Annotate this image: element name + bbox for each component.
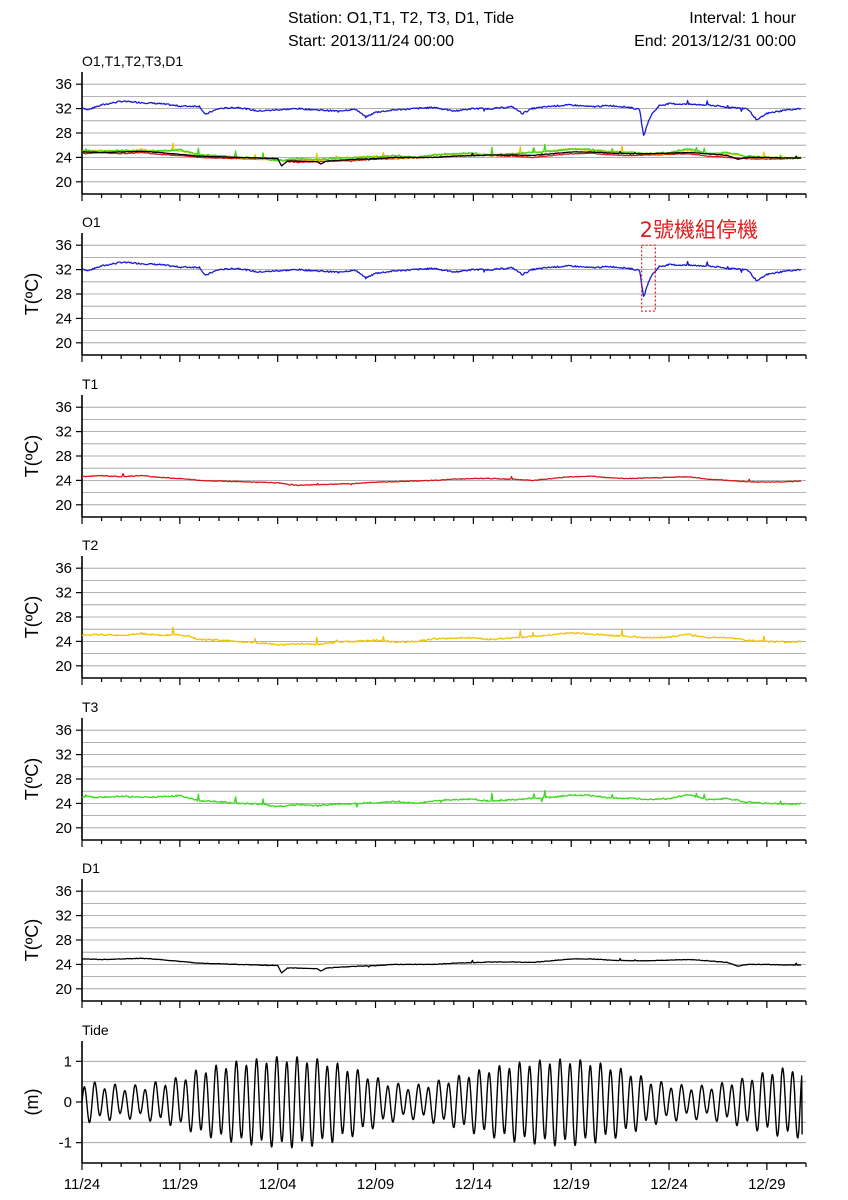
y-tick-label: 36 — [55, 399, 72, 416]
series-line-o1 — [81, 99, 802, 136]
series-line-o1 — [81, 260, 802, 297]
x-tick-label: 11/24 — [64, 1176, 100, 1193]
y-tick-label: 24 — [55, 956, 72, 973]
y-tick-label: 20 — [55, 174, 72, 191]
y-tick-label: 20 — [55, 820, 72, 837]
x-tick-label: 12/04 — [259, 1176, 297, 1193]
y-tick-label: 0 — [64, 1094, 72, 1111]
y-tick-label: 36 — [55, 237, 72, 254]
y-tick-label: 36 — [55, 76, 72, 93]
x-tick-label: 11/29 — [162, 1176, 198, 1193]
header-end: End: 2013/12/31 00:00 — [634, 33, 796, 50]
y-tick-label: 32 — [55, 908, 72, 925]
x-tick-label: 12/14 — [455, 1176, 493, 1193]
series-line-t1 — [81, 472, 802, 487]
panel-title: T1 — [82, 376, 99, 392]
x-tick-label: 12/19 — [552, 1176, 590, 1193]
series-line-t3 — [81, 789, 802, 808]
y-tick-label: 36 — [55, 883, 72, 900]
y-tick-label: 24 — [55, 633, 72, 650]
header-interval: Interval: 1 hour — [689, 10, 796, 27]
y-tick-label: 28 — [55, 771, 72, 788]
x-tick-label: 12/24 — [650, 1176, 688, 1193]
y-tick-label: -1 — [59, 1135, 72, 1152]
y-tick-label: 36 — [55, 560, 72, 577]
y-tick-label: 20 — [55, 981, 72, 998]
y-tick-label: 32 — [55, 101, 72, 118]
series-line-t2 — [81, 626, 802, 647]
panel-title: T2 — [82, 537, 99, 553]
panel-title: D1 — [82, 860, 100, 876]
y-tick-label: 24 — [55, 310, 72, 327]
y-tick-label: 28 — [55, 286, 72, 303]
y-axis-label: T(ºC) — [22, 758, 42, 801]
shutdown-highlight-box — [641, 244, 656, 312]
y-tick-label: 20 — [55, 335, 72, 352]
y-tick-label: 24 — [55, 472, 72, 489]
shutdown-annotation: 2號機組停機 — [640, 218, 758, 242]
y-axis-label: T(ºC) — [22, 273, 42, 316]
panel-title: O1,T1,T2,T3,D1 — [82, 53, 183, 69]
y-axis-label: T(ºC) — [22, 435, 42, 478]
x-tick-label: 12/09 — [357, 1176, 395, 1193]
y-tick-label: 32 — [55, 747, 72, 764]
series-line-tide — [81, 1056, 803, 1149]
panel-title: O1 — [82, 214, 101, 230]
y-axis-label: (m) — [22, 1089, 42, 1116]
series-line-d1 — [81, 957, 802, 974]
y-tick-label: 1 — [64, 1053, 72, 1070]
x-tick-label: 12/29 — [748, 1176, 786, 1193]
series-line-d1 — [81, 150, 802, 167]
y-axis-label: T(ºC) — [22, 596, 42, 639]
y-tick-label: 36 — [55, 722, 72, 739]
y-axis-label: T(ºC) — [22, 919, 42, 962]
y-tick-label: 28 — [55, 932, 72, 949]
panel-title: T3 — [82, 699, 99, 715]
y-tick-label: 32 — [55, 424, 72, 441]
header-station: Station: O1,T1, T2, T3, D1, Tide — [288, 10, 515, 27]
series-line-t3 — [81, 143, 802, 162]
y-tick-label: 24 — [55, 795, 72, 812]
y-tick-label: 32 — [55, 262, 72, 279]
header-start: Start: 2013/11/24 00:00 — [288, 33, 455, 50]
panel-title: Tide — [82, 1022, 109, 1038]
y-tick-label: 28 — [55, 448, 72, 465]
y-tick-label: 28 — [55, 125, 72, 142]
y-tick-label: 20 — [55, 658, 72, 675]
y-tick-label: 20 — [55, 497, 72, 514]
y-tick-label: 24 — [55, 149, 72, 166]
y-tick-label: 28 — [55, 609, 72, 626]
y-tick-label: 32 — [55, 585, 72, 602]
